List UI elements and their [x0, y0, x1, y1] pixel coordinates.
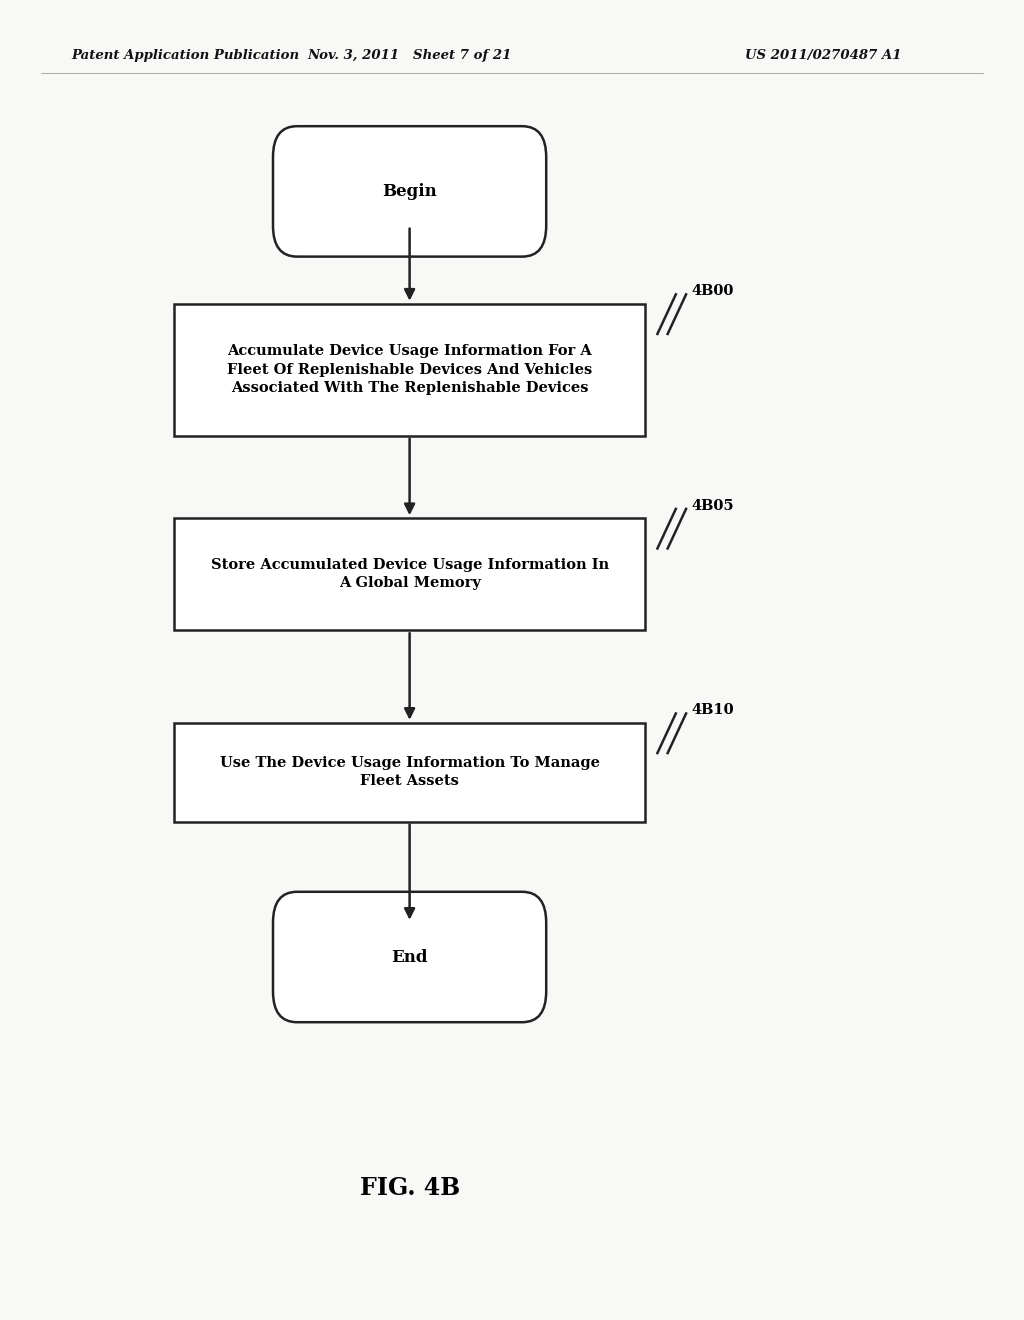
- Text: 4B05: 4B05: [691, 499, 734, 513]
- Text: End: End: [391, 949, 428, 965]
- FancyBboxPatch shape: [273, 127, 546, 256]
- Text: Store Accumulated Device Usage Information In
A Global Memory: Store Accumulated Device Usage Informati…: [211, 558, 608, 590]
- Text: Accumulate Device Usage Information For A
Fleet Of Replenishable Devices And Veh: Accumulate Device Usage Information For …: [227, 345, 592, 395]
- Bar: [174, 722, 645, 821]
- Text: Use The Device Usage Information To Manage
Fleet Assets: Use The Device Usage Information To Mana…: [219, 756, 600, 788]
- Text: 4B00: 4B00: [691, 284, 733, 298]
- Text: Begin: Begin: [382, 183, 437, 199]
- Text: Nov. 3, 2011   Sheet 7 of 21: Nov. 3, 2011 Sheet 7 of 21: [307, 49, 512, 62]
- Text: US 2011/0270487 A1: US 2011/0270487 A1: [744, 49, 901, 62]
- Text: FIG. 4B: FIG. 4B: [359, 1176, 460, 1200]
- Text: Patent Application Publication: Patent Application Publication: [72, 49, 300, 62]
- FancyBboxPatch shape: [273, 892, 546, 1022]
- Text: 4B10: 4B10: [691, 704, 734, 718]
- Bar: [174, 304, 645, 436]
- Bar: [174, 519, 645, 631]
